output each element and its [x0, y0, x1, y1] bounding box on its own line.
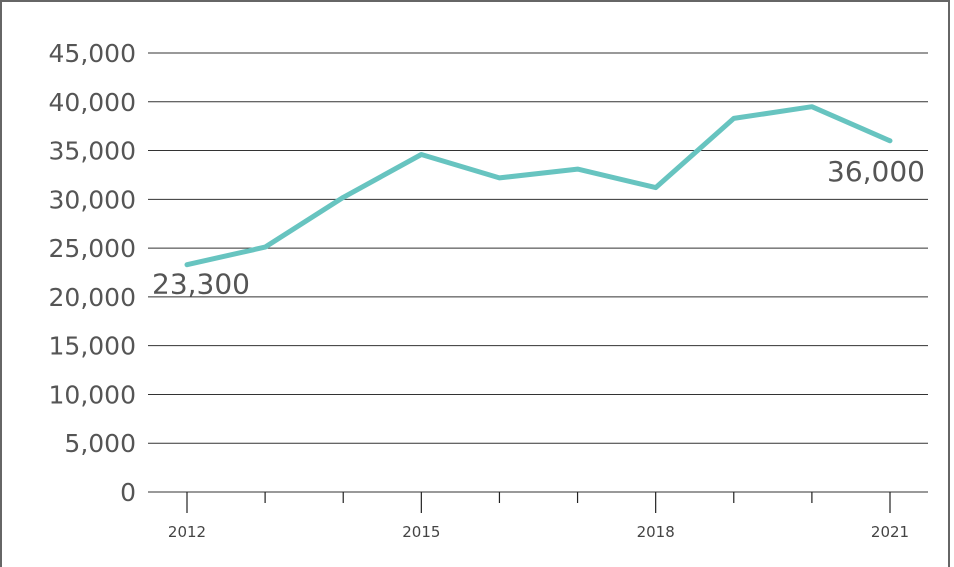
y-tick-label: 45,000 — [49, 39, 136, 68]
y-tick-label: 0 — [120, 478, 136, 507]
y-tick-label: 15,000 — [49, 332, 136, 361]
series-group — [184, 104, 893, 268]
data-label-start: 23,300 — [152, 268, 250, 301]
x-tick-label: 2015 — [402, 523, 440, 541]
data-label-end: 36,000 — [827, 155, 925, 188]
gridlines — [148, 52, 928, 493]
y-tick-label: 35,000 — [49, 137, 136, 166]
x-axis: 2012 2015 2018 2021 — [168, 492, 909, 541]
y-tick-label: 5,000 — [64, 429, 136, 458]
x-tick-label: 2021 — [871, 523, 909, 541]
series-line — [184, 104, 893, 268]
data-labels: 23,300 36,000 — [152, 155, 925, 301]
y-tick-label: 25,000 — [49, 234, 136, 263]
x-tick-label: 2018 — [637, 523, 675, 541]
y-tick-label: 20,000 — [49, 283, 136, 312]
y-tick-label: 30,000 — [49, 185, 136, 214]
y-tick-label: 10,000 — [49, 380, 136, 409]
x-tick-label: 2012 — [168, 523, 206, 541]
y-axis-tick-labels: 0 5,000 10,000 15,000 20,000 25,000 30,000 35,0… — [49, 39, 136, 507]
y-tick-label: 40,000 — [49, 88, 136, 117]
